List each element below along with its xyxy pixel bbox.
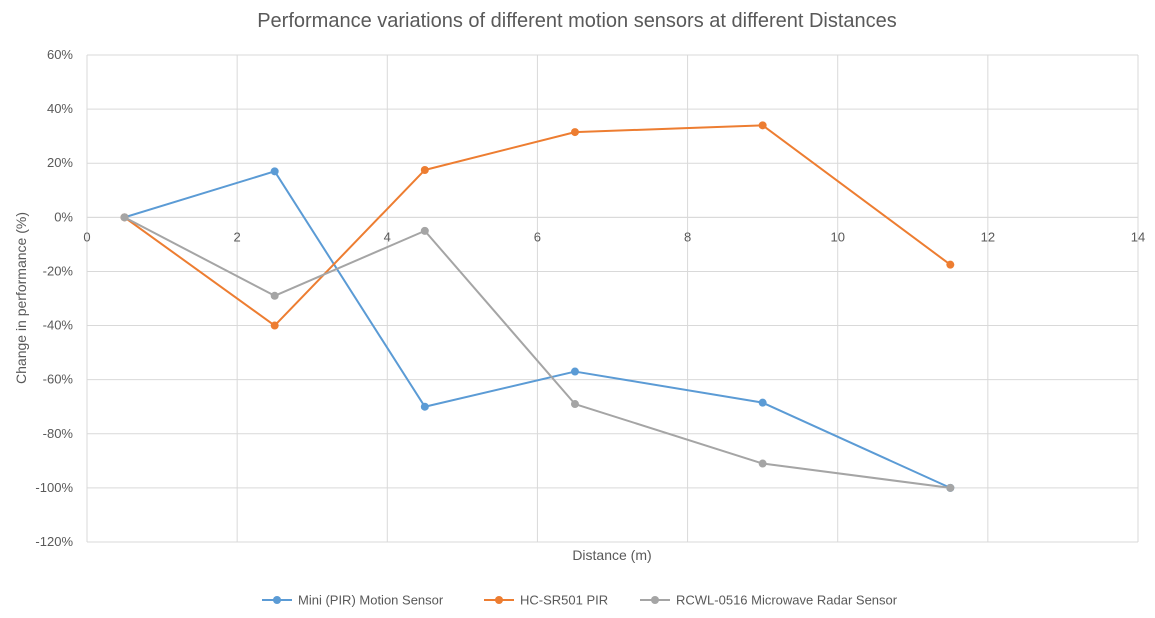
series-3 [120, 213, 955, 492]
y-tick-label: -120% [35, 534, 73, 549]
legend: Mini (PIR) Motion Sensor HC-SR501 PIR RCWL… [262, 593, 898, 608]
x-tick-label: 14 [1131, 229, 1145, 244]
y-tick-label: -100% [35, 480, 73, 495]
data-point [570, 400, 579, 409]
y-tick-label: 40% [47, 101, 73, 116]
chart-title: Performance variations of different moti… [257, 10, 897, 32]
legend-item: HC-SR501 PIR [484, 593, 608, 608]
y-tick-label: -60% [43, 372, 74, 387]
grid-layer [86, 54, 1139, 543]
y-tick-label: 60% [47, 47, 73, 62]
x-tick-label: 0 [83, 229, 90, 244]
x-axis-title: Distance (m) [572, 547, 651, 563]
legend-marker [273, 596, 281, 604]
legend-label: RCWL-0516 Microwave Radar Sensor [676, 593, 898, 608]
series-line [123, 124, 951, 327]
legend-item: Mini (PIR) Motion Sensor [262, 593, 444, 608]
y-tick-label: 0% [54, 209, 73, 224]
y-tick-label: -20% [43, 263, 74, 278]
data-point [946, 260, 955, 269]
x-tick-label: 10 [830, 229, 844, 244]
data-point [758, 121, 767, 130]
data-point [946, 483, 955, 492]
data-point [570, 367, 579, 376]
data-point [758, 459, 767, 468]
legend-marker [651, 596, 659, 604]
x-tick-label: 2 [234, 229, 241, 244]
legend-label: Mini (PIR) Motion Sensor [298, 593, 444, 608]
x-tick-label: 4 [384, 229, 391, 244]
x-tick-label: 12 [981, 229, 995, 244]
y-tick-label: -80% [43, 426, 74, 441]
y-tick-labels: 60% 40% 20% 0% -20% -40% -60% -80% -100% -120% [35, 47, 73, 549]
data-point [270, 291, 279, 300]
series-line [124, 216, 951, 489]
legend-marker [495, 596, 503, 604]
series-line [124, 170, 951, 489]
y-tick-label: -40% [43, 318, 74, 333]
legend-item: RCWL-0516 Microwave Radar Sensor [640, 593, 898, 608]
data-point [270, 167, 279, 176]
data-point [270, 321, 279, 330]
x-tick-labels: 0 2 4 6 8 10 12 14 [83, 229, 1145, 244]
x-tick-label: 8 [684, 229, 691, 244]
data-point [570, 128, 579, 137]
data-point [420, 165, 429, 174]
data-point [420, 226, 429, 235]
data-point [758, 398, 767, 407]
legend-label: HC-SR501 PIR [520, 593, 608, 608]
series-layer [120, 121, 955, 492]
y-tick-label: 20% [47, 155, 73, 170]
y-axis-title: Change in performance (%) [13, 212, 29, 384]
data-point [420, 402, 429, 411]
x-tick-label: 6 [534, 229, 541, 244]
data-point [120, 213, 129, 222]
